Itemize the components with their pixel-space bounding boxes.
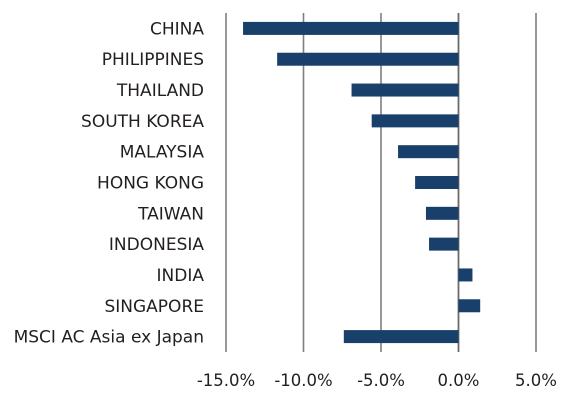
gridlines [225, 13, 537, 352]
category-label: MALAYSIA [120, 143, 205, 163]
x-tick-label: 5.0% [515, 371, 557, 390]
bars [243, 21, 481, 344]
category-label: THAILAND [116, 81, 204, 101]
bar [277, 52, 459, 66]
category-label: SOUTH KOREA [81, 112, 204, 132]
category-label: INDIA [157, 266, 205, 286]
bar [458, 268, 473, 282]
bar [425, 206, 459, 220]
x-tick-label: -15.0% [197, 371, 255, 390]
x-tick-label: -5.0% [357, 371, 405, 390]
category-label: SINGAPORE [104, 297, 204, 317]
x-tick-label: 0.0% [438, 371, 480, 390]
x-tick-labels: -15.0% -10.0% -5.0% 0.0% 5.0% [197, 371, 557, 390]
category-label: HONG KONG [97, 174, 204, 194]
bar [458, 299, 481, 313]
bar [343, 330, 459, 344]
category-label: INDONESIA [109, 235, 204, 255]
category-label: MSCI AC Asia ex Japan [14, 328, 204, 348]
x-tick-label: -10.0% [274, 371, 332, 390]
bar [398, 145, 459, 159]
category-label: CHINA [150, 19, 204, 39]
bar [415, 176, 459, 189]
category-label: PHILIPPINES [102, 50, 204, 70]
bar [429, 237, 459, 251]
category-labels: CHINA PHILIPPINES THAILAND SOUTH KOREA MALAY… [14, 19, 205, 347]
bar [351, 83, 459, 97]
bar [371, 114, 459, 128]
bar [243, 21, 459, 35]
category-label: TAIWAN [137, 204, 204, 224]
